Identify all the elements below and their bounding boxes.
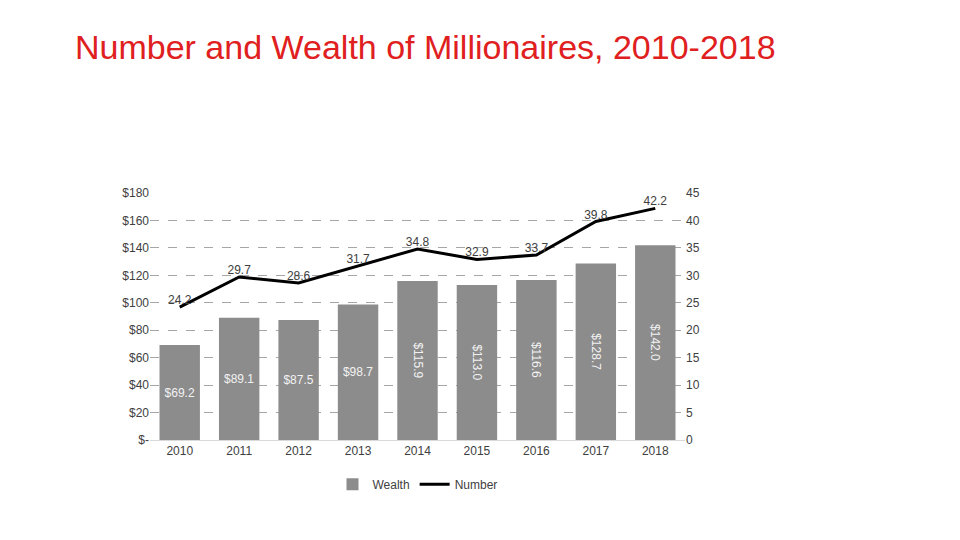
svg-text:2013: 2013 — [345, 444, 372, 458]
svg-text:25: 25 — [686, 296, 700, 310]
svg-text:$20: $20 — [129, 406, 149, 420]
svg-text:15: 15 — [686, 351, 700, 365]
svg-text:30: 30 — [686, 269, 700, 283]
svg-text:2010: 2010 — [166, 444, 193, 458]
svg-text:24.2: 24.2 — [168, 293, 192, 307]
svg-text:$113.0: $113.0 — [470, 344, 484, 380]
svg-text:31.7: 31.7 — [346, 252, 370, 266]
svg-text:42.2: 42.2 — [644, 194, 668, 208]
svg-text:2016: 2016 — [523, 444, 550, 458]
svg-text:32.9: 32.9 — [465, 245, 489, 259]
svg-text:$40: $40 — [129, 378, 149, 392]
svg-text:Wealth: Wealth — [373, 478, 410, 492]
svg-text:45: 45 — [686, 186, 700, 200]
svg-text:28.6: 28.6 — [287, 269, 311, 283]
svg-text:$69.2: $69.2 — [165, 386, 195, 400]
svg-text:$100: $100 — [122, 296, 149, 310]
svg-text:$180: $180 — [122, 186, 149, 200]
svg-text:$89.1: $89.1 — [224, 372, 254, 386]
svg-text:2011: 2011 — [226, 444, 252, 458]
svg-text:5: 5 — [686, 406, 693, 420]
svg-text:$120: $120 — [122, 269, 149, 283]
svg-text:$87.5: $87.5 — [283, 373, 313, 387]
svg-text:29.7: 29.7 — [227, 263, 251, 277]
svg-text:2017: 2017 — [582, 444, 609, 458]
svg-text:39.8: 39.8 — [584, 208, 608, 222]
svg-text:$128.7: $128.7 — [589, 333, 603, 370]
svg-text:$142.0: $142.0 — [648, 324, 662, 361]
svg-text:35: 35 — [686, 241, 700, 255]
svg-text:$60: $60 — [129, 351, 149, 365]
svg-text:$140: $140 — [122, 241, 149, 255]
svg-text:Number: Number — [455, 478, 498, 492]
svg-text:10: 10 — [686, 378, 700, 392]
svg-text:2018: 2018 — [642, 444, 669, 458]
svg-text:20: 20 — [686, 323, 700, 337]
svg-text:$160: $160 — [122, 214, 149, 228]
svg-text:40: 40 — [686, 214, 700, 228]
svg-text:0: 0 — [686, 433, 693, 447]
svg-text:2014: 2014 — [404, 444, 431, 458]
svg-text:$-: $- — [138, 433, 149, 447]
svg-text:33.7: 33.7 — [525, 241, 549, 255]
svg-text:2012: 2012 — [285, 444, 312, 458]
svg-text:Number and Wealth of Millionai: Number and Wealth of Millionaires, 2010-… — [75, 28, 776, 66]
svg-text:$116.6: $116.6 — [529, 342, 543, 378]
svg-text:2015: 2015 — [464, 444, 491, 458]
svg-text:34.8: 34.8 — [406, 235, 430, 249]
svg-text:$80: $80 — [129, 323, 149, 337]
svg-text:$98.7: $98.7 — [343, 365, 373, 379]
svg-text:$115.9: $115.9 — [411, 342, 425, 378]
